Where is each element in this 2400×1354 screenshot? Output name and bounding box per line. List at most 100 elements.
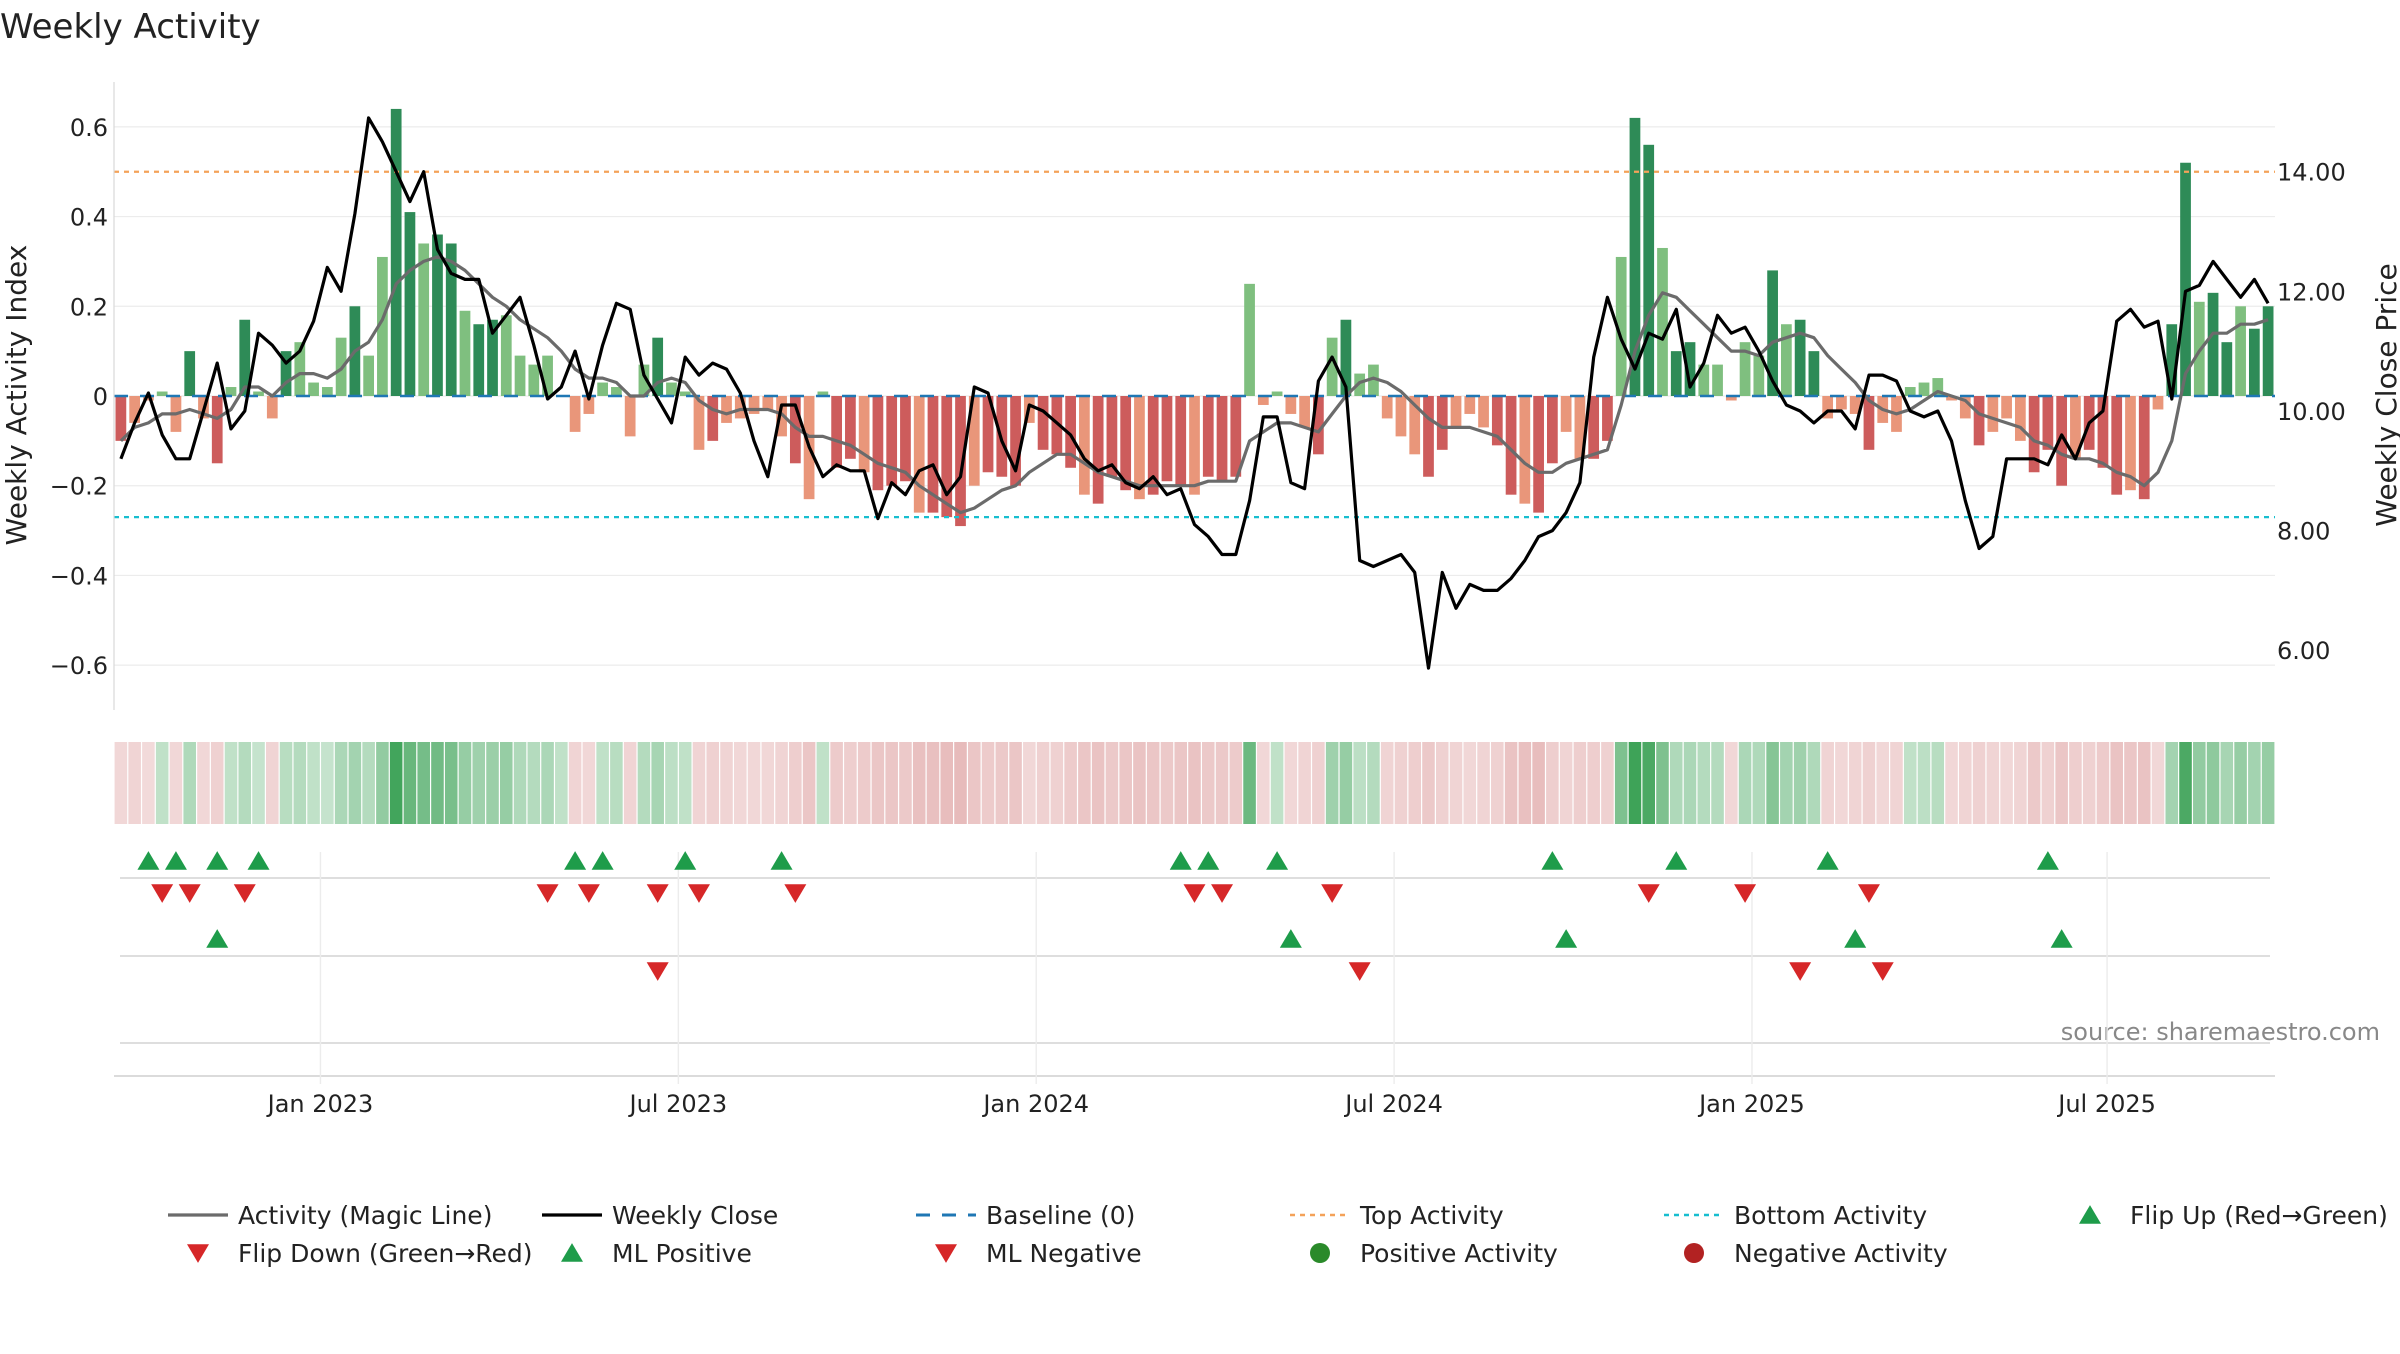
activity-bar: [1340, 319, 1352, 396]
y2-tick-label: 14.00: [2277, 159, 2346, 187]
activity-bar: [129, 396, 141, 423]
activity-bar: [2111, 396, 2123, 495]
activity-bar: [679, 391, 691, 396]
flip-down-marker: [178, 884, 201, 903]
strip-cell: [389, 742, 403, 824]
flip-down-marker: [151, 884, 174, 903]
flip-down-marker: [1211, 884, 1234, 903]
activity-bar: [280, 351, 292, 396]
strip-cell: [444, 742, 458, 824]
activity-bar: [1175, 396, 1187, 486]
strip-cell: [1917, 742, 1931, 824]
strip-cell: [224, 742, 238, 824]
strip-cell: [169, 742, 183, 824]
flip-up-marker: [164, 851, 187, 870]
strip-cell: [1614, 742, 1628, 824]
activity-bar: [2180, 162, 2191, 396]
activity-bar: [624, 396, 636, 437]
activity-bar: [748, 396, 760, 414]
activity-bar: [2166, 324, 2178, 396]
activity-bar: [968, 396, 980, 486]
activity-bar: [2152, 396, 2164, 410]
strip-cell: [307, 742, 320, 824]
strip-cell: [1298, 742, 1311, 824]
activity-bar: [1574, 396, 1586, 459]
y-tick-label: 0.4: [70, 204, 108, 232]
legend-label: Activity (Magic Line): [238, 1201, 492, 1230]
legend-swatch: [2079, 1205, 2101, 1224]
activity-bar: [955, 396, 966, 527]
activity-bar: [115, 396, 127, 441]
activity-bar: [1010, 396, 1021, 486]
activity-bar: [143, 396, 154, 401]
flip-up-marker: [1665, 851, 1688, 870]
strip-cell: [1339, 742, 1353, 824]
activity-bar: [2138, 396, 2150, 500]
activity-bar: [1808, 351, 1820, 396]
activity-bar: [1670, 351, 1682, 396]
activity-bar: [1904, 387, 1916, 396]
activity-bar: [900, 396, 911, 482]
legend-label: Top Activity: [1359, 1201, 1504, 1230]
strip-cell: [2027, 742, 2041, 824]
legend-swatch: [935, 1244, 957, 1263]
activity-bar: [225, 387, 237, 396]
flip-down-marker: [1734, 884, 1757, 903]
activity-bar: [1547, 396, 1558, 464]
activity-bar: [1780, 324, 1792, 396]
strip-cell: [1408, 742, 1422, 824]
strip-cell: [2261, 742, 2275, 824]
activity-bar: [707, 396, 719, 441]
strip-cell: [1146, 742, 1160, 824]
activity-bar: [1106, 396, 1118, 477]
ml-positive-marker: [2050, 929, 2073, 948]
activity-bar: [1037, 396, 1049, 450]
strip-cell: [238, 742, 252, 824]
activity-bar: [1863, 396, 1875, 450]
ml-negative-marker: [646, 962, 669, 981]
strip-cell: [1422, 742, 1435, 824]
activity-bar: [211, 396, 223, 464]
activity-bar: [1987, 396, 1999, 432]
signal-markers: Jan 2023 Jul 2023 Jan 2024 Jul 2024 Jan 2025…: [114, 851, 2275, 1118]
source-note: source: sharemaestro.com: [2061, 1018, 2380, 1046]
strip-cell: [431, 742, 444, 824]
strip-cell: [2151, 742, 2165, 824]
strip-cell: [1257, 742, 1270, 824]
strip-cell: [1050, 742, 1064, 824]
flip-up-marker: [1197, 851, 1220, 870]
strip-cell: [1573, 742, 1587, 824]
flip-up-marker: [1816, 851, 1839, 870]
activity-bar: [1409, 396, 1421, 455]
activity-bar: [1822, 396, 1834, 419]
legend-label: ML Positive: [612, 1239, 752, 1268]
strip-cell: [2220, 742, 2234, 824]
activity-bar: [1436, 396, 1448, 450]
y-tick-label: 0.6: [70, 114, 108, 142]
chart-title: Weekly Activity: [0, 7, 261, 47]
activity-bar: [1588, 396, 1600, 459]
activity-bar: [390, 108, 402, 397]
strip-cell: [1491, 742, 1504, 824]
activity-bar: [982, 396, 994, 473]
strip-cell: [940, 742, 954, 824]
strip-cell: [2193, 742, 2206, 824]
strip-cell: [2234, 742, 2247, 824]
strip-cell: [2041, 742, 2055, 824]
strip-cell: [2014, 742, 2027, 824]
activity-bar: [762, 396, 774, 410]
strip-cell: [1463, 742, 1477, 824]
activity-bar: [2207, 292, 2219, 396]
activity-bar: [156, 391, 168, 396]
activity-bar: [459, 310, 471, 396]
activity-bar: [1629, 117, 1641, 396]
flip-down-marker: [233, 884, 256, 903]
strip-cell: [1435, 742, 1449, 824]
flip-down-marker: [1857, 884, 1880, 903]
x-tick-label: Jan 2025: [1697, 1090, 1805, 1118]
activity-bar: [184, 351, 196, 396]
strip-cell: [582, 742, 596, 824]
activity-bar: [487, 319, 498, 396]
legend-label: Bottom Activity: [1734, 1201, 1927, 1230]
strip-cell: [2069, 742, 2082, 824]
